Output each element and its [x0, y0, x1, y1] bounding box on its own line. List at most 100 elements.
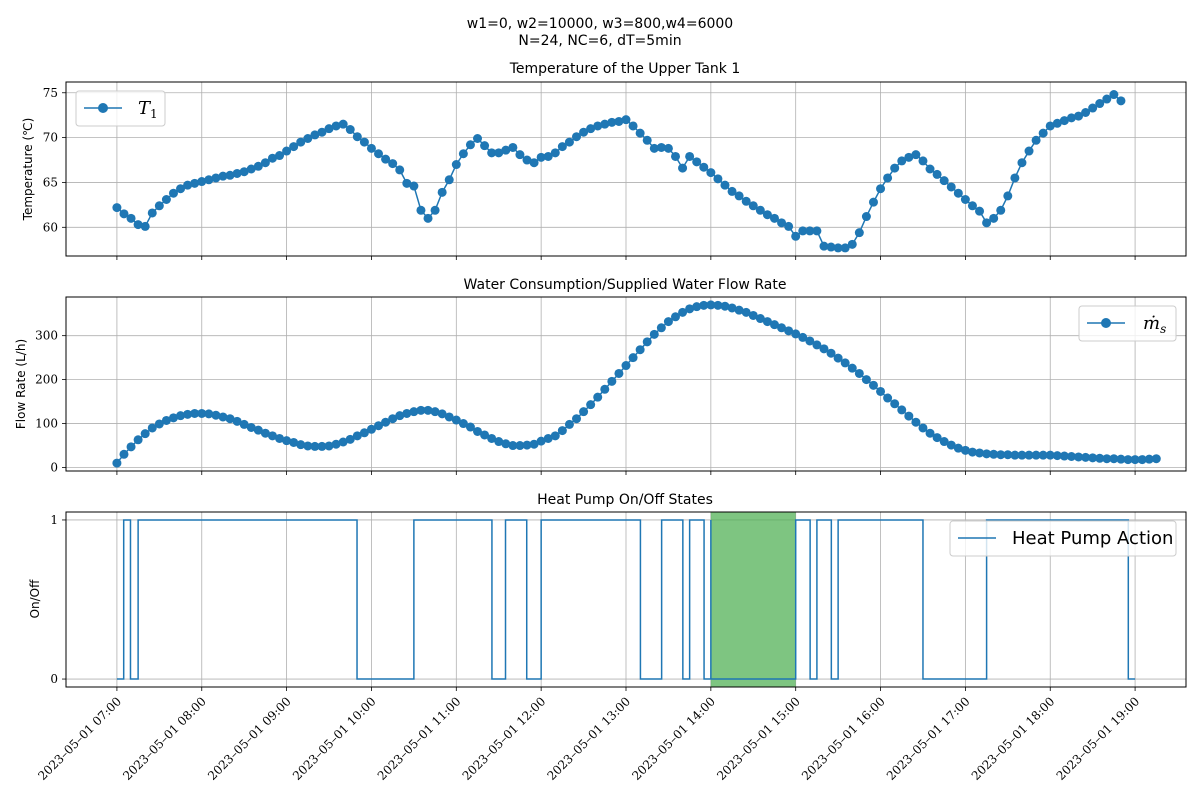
flow-rate-data-point — [572, 414, 582, 424]
temperature-data-point — [1102, 94, 1112, 104]
temperature-data-point — [656, 142, 666, 152]
temperature-data-point — [614, 116, 624, 126]
temperature-y-tick-label: 70 — [43, 131, 58, 145]
heat-pump-y-axis-label: On/Off — [28, 579, 42, 619]
x-tick-label: 2023–05–01 19:00 — [1054, 694, 1143, 783]
flow-rate-data-point — [168, 413, 178, 423]
flow-rate-data-point — [1010, 450, 1020, 460]
flow-rate-data-point — [310, 441, 320, 451]
temperature-data-point — [649, 143, 659, 153]
temperature-data-point — [996, 205, 1006, 215]
flow-rate-data-point — [395, 411, 405, 421]
flow-rate-data-point — [798, 332, 808, 342]
temperature-data-point — [444, 175, 454, 185]
flow-rate-data-point — [458, 419, 468, 429]
flow-rate-y-tick-label: 200 — [35, 373, 58, 387]
flow-rate-data-point — [359, 428, 369, 438]
flow-rate-data-point — [720, 301, 730, 311]
flow-rate-data-point — [239, 419, 249, 429]
temperature-data-point — [480, 141, 490, 151]
flow-rate-data-point — [246, 423, 256, 432]
flow-rate-data-point — [147, 423, 157, 433]
heat-pump-step-line — [116, 519, 1136, 680]
temperature-data-point — [458, 149, 468, 159]
temperature-data-point — [1031, 135, 1041, 145]
temperature-data-point — [197, 177, 207, 187]
flow-rate-data-point — [883, 393, 893, 403]
flow-rate-data-point — [473, 426, 483, 436]
temperature-data-point — [989, 213, 999, 223]
flow-rate-data-point — [331, 439, 341, 449]
flow-rate-data-point — [678, 307, 688, 317]
temperature-data-point — [317, 127, 327, 137]
heat-pump-panel: Heat Pump On/Off States On/Off 0 1 Heat P… — [28, 492, 1187, 691]
flow-rate-data-point — [1003, 450, 1013, 460]
temperature-data-point — [946, 182, 956, 192]
temperature-data-point — [374, 149, 384, 159]
flow-rate-data-point — [741, 307, 751, 317]
temperature-data-point — [508, 142, 518, 152]
flow-rate-data-point — [1130, 455, 1140, 465]
temperature-data-point — [267, 153, 277, 163]
temperature-data-point — [416, 205, 426, 215]
flow-rate-data-point — [685, 304, 695, 314]
temperature-y-tick-label: 60 — [43, 220, 58, 234]
flow-rate-data-point — [953, 443, 963, 453]
flow-rate-data-point — [1038, 450, 1048, 460]
temperature-data-point — [126, 213, 136, 223]
flow-rate-data-point — [508, 441, 518, 451]
temperature-data-point — [345, 125, 355, 135]
temperature-data-point — [451, 160, 461, 170]
temperature-data-point — [1088, 103, 1098, 113]
temperature-data-point — [812, 226, 822, 236]
flow-rate-data-point — [713, 300, 723, 310]
temperature-data-point — [211, 173, 221, 183]
flow-rate-data-point — [225, 414, 235, 424]
flow-rate-data-point — [494, 437, 504, 447]
flow-rate-data-point — [557, 426, 567, 436]
temperature-data-point — [1045, 121, 1055, 131]
flow-rate-data-point — [338, 437, 348, 447]
temperature-data-point — [388, 159, 398, 169]
flow-rate-panel: Water Consumption/Supplied Water Flow Ra… — [14, 277, 1187, 475]
flow-rate-data-point — [727, 303, 737, 313]
heat-pump-highlight-band — [710, 512, 796, 687]
flow-rate-data-point — [317, 441, 327, 451]
flow-rate-data-point — [635, 345, 645, 355]
heat-pump-y-tick-label: 0 — [50, 672, 58, 686]
flow-rate-data-point — [593, 392, 603, 402]
x-tick-label: 2023–05–01 10:00 — [290, 694, 379, 783]
temperature-data-point — [982, 218, 992, 228]
flow-rate-y-axis-label: Flow Rate (L/h) — [14, 339, 28, 429]
flow-rate-data-point — [706, 300, 716, 310]
flow-rate-data-point — [628, 353, 638, 363]
flow-rate-data-point — [1081, 452, 1091, 462]
temperature-data-point — [607, 117, 617, 127]
flow-rate-data-point — [409, 407, 419, 417]
flow-rate-data-point — [183, 409, 193, 419]
flow-rate-data-point — [154, 419, 164, 429]
flow-rate-data-point — [296, 440, 306, 450]
flow-rate-data-point — [918, 423, 928, 433]
temperature-data-point — [522, 155, 532, 165]
temperature-data-point — [1038, 128, 1048, 138]
flow-rate-data-point — [649, 329, 659, 339]
flow-rate-data-point — [692, 302, 702, 312]
flow-rate-data-point — [430, 407, 440, 417]
flow-rate-data-point — [423, 405, 433, 415]
flow-rate-data-point — [946, 440, 956, 450]
flow-rate-legend-label: ṁs — [1143, 313, 1166, 336]
flow-rate-data-point — [402, 408, 412, 418]
temperature-data-point — [642, 135, 652, 145]
x-tick-label: 2023–05–01 12:00 — [460, 694, 549, 783]
temperature-data-point — [840, 243, 850, 253]
x-tick-label: 2023–05–01 11:00 — [375, 694, 464, 783]
temperature-data-point — [777, 218, 787, 228]
x-tick-label: 2023–05–01 18:00 — [969, 694, 1058, 783]
temperature-data-point — [854, 228, 864, 238]
temperature-data-point — [685, 151, 695, 161]
flow-rate-data-point — [522, 440, 532, 450]
temperature-data-point — [260, 158, 270, 168]
flow-rate-legend: ṁs — [1078, 305, 1177, 342]
flow-rate-data-point — [303, 441, 313, 451]
